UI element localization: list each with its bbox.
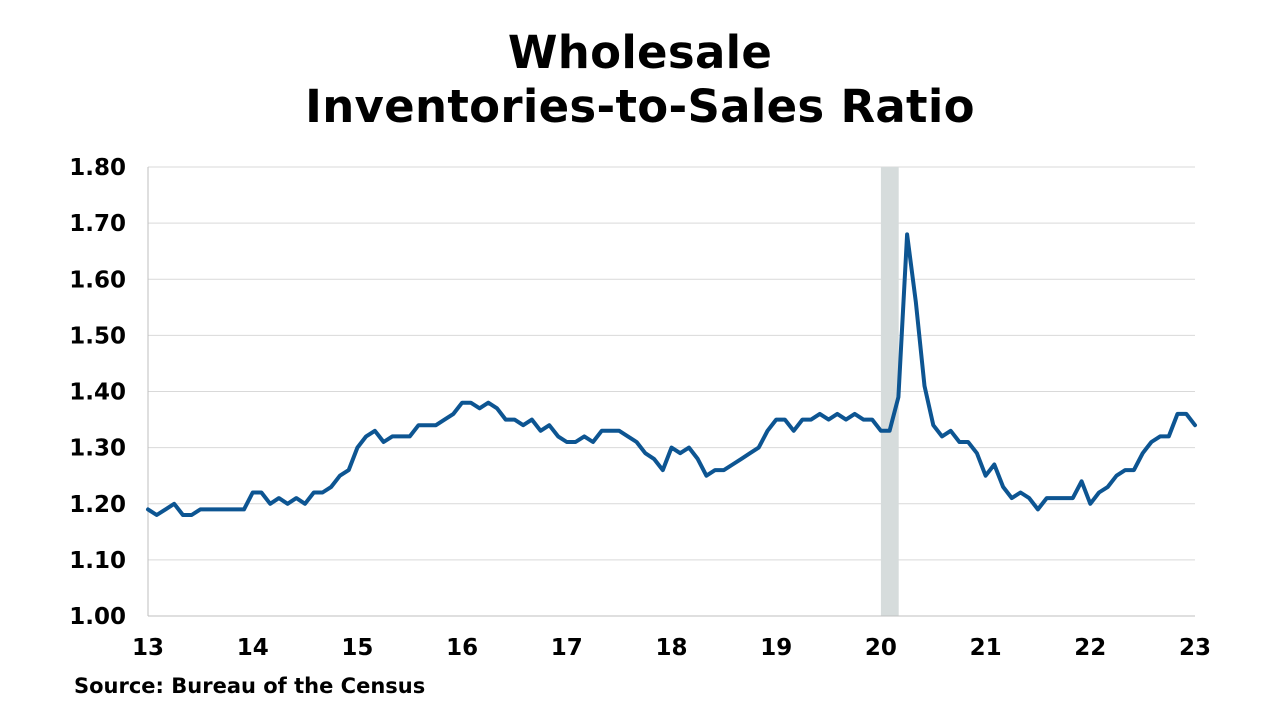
y-tick-label: 1.30 — [69, 436, 126, 462]
x-tick-label: 13 — [132, 635, 164, 661]
y-tick-label: 1.10 — [69, 548, 126, 574]
x-tick-label: 16 — [446, 635, 478, 661]
y-tick-label: 1.80 — [69, 155, 126, 181]
x-tick-label: 14 — [237, 635, 269, 661]
x-tick-label: 19 — [760, 635, 792, 661]
y-tick-label: 1.20 — [69, 492, 126, 518]
chart-title-line-2: Inventories-to-Sales Ratio — [305, 80, 975, 133]
y-tick-label: 1.40 — [69, 380, 126, 406]
x-tick-label: 20 — [865, 635, 897, 661]
series-line — [146, 232, 1197, 517]
source-note: Source: Bureau of the Census — [74, 674, 426, 698]
y-tick-label: 1.00 — [69, 604, 126, 630]
recession-shade — [880, 167, 899, 616]
x-tick-label: 17 — [551, 635, 583, 661]
chart-title-line-1: Wholesale — [507, 26, 773, 79]
x-tick-label: 22 — [1074, 635, 1106, 661]
y-tick-label: 1.60 — [69, 267, 126, 293]
y-tick-label: 1.50 — [69, 323, 126, 349]
x-tick-label: 18 — [655, 635, 687, 661]
x-tick-label: 21 — [970, 635, 1002, 661]
x-tick-label: 23 — [1179, 635, 1211, 661]
x-tick-label: 15 — [341, 635, 373, 661]
y-tick-label: 1.70 — [69, 211, 126, 237]
